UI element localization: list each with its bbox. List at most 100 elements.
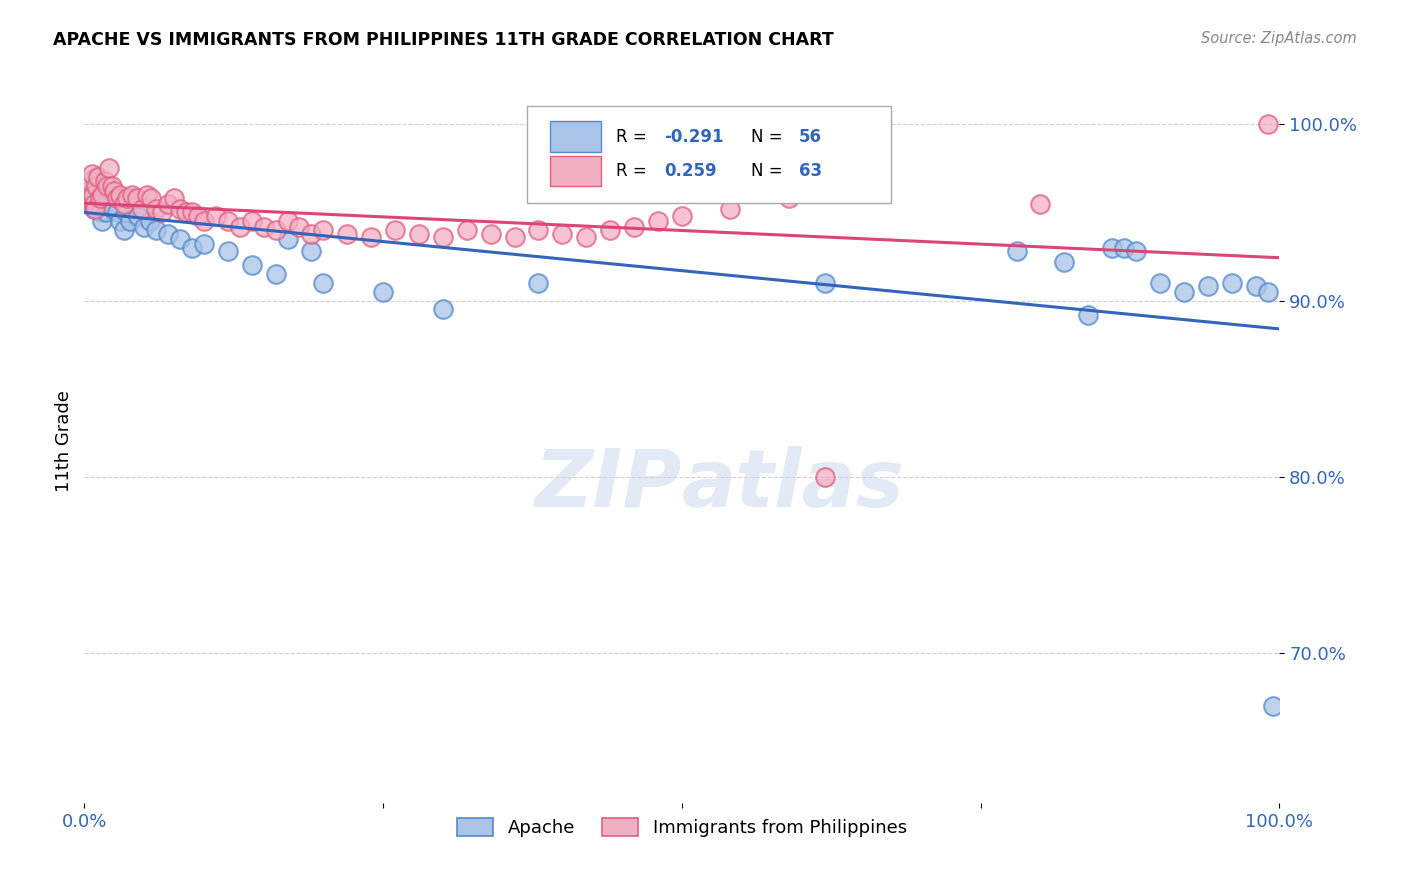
Point <box>157 196 180 211</box>
Point <box>80 167 103 181</box>
Point <box>89 196 111 211</box>
Point <box>145 202 167 216</box>
Point <box>1114 241 1136 255</box>
Text: -0.291: -0.291 <box>664 128 724 145</box>
Text: APACHE VS IMMIGRANTS FROM PHILIPPINES 11TH GRADE CORRELATION CHART: APACHE VS IMMIGRANTS FROM PHILIPPINES 11… <box>53 31 834 49</box>
Point <box>599 223 621 237</box>
Point <box>229 219 252 234</box>
Point <box>86 179 108 194</box>
Point <box>814 470 837 484</box>
FancyBboxPatch shape <box>551 156 600 186</box>
FancyBboxPatch shape <box>551 121 600 152</box>
Point <box>623 219 645 234</box>
Point <box>240 214 263 228</box>
Point <box>814 276 837 290</box>
Point <box>277 232 299 246</box>
Point <box>575 230 598 244</box>
Point <box>80 191 103 205</box>
Point <box>779 191 801 205</box>
Text: ZIP: ZIP <box>534 446 682 524</box>
Point <box>82 187 104 202</box>
Point <box>103 187 125 202</box>
Point <box>94 205 117 219</box>
Point <box>1077 308 1099 322</box>
Point <box>101 202 124 216</box>
Point <box>336 227 359 241</box>
Text: 63: 63 <box>799 161 823 179</box>
Point <box>1263 698 1285 713</box>
Point <box>84 179 107 194</box>
Point <box>110 214 132 228</box>
Point <box>503 230 526 244</box>
Point <box>718 202 741 216</box>
Text: Source: ZipAtlas.com: Source: ZipAtlas.com <box>1201 31 1357 46</box>
Point <box>240 258 263 272</box>
Point <box>432 230 454 244</box>
Point <box>1125 244 1147 259</box>
Point <box>1005 244 1028 259</box>
Point <box>181 205 204 219</box>
Point <box>193 237 215 252</box>
Point <box>277 214 299 228</box>
Point <box>127 209 149 223</box>
Point <box>97 191 120 205</box>
Point <box>103 184 125 198</box>
Point <box>217 244 239 259</box>
Point <box>360 230 382 244</box>
Y-axis label: 11th Grade: 11th Grade <box>55 391 73 492</box>
Point <box>163 191 186 205</box>
Point <box>157 227 180 241</box>
Point <box>1029 196 1052 211</box>
Point <box>77 191 100 205</box>
Point <box>181 241 204 255</box>
Point <box>89 191 111 205</box>
Point <box>112 196 135 211</box>
Point <box>527 223 550 237</box>
Point <box>373 285 395 299</box>
Point <box>288 219 311 234</box>
Point <box>551 227 574 241</box>
Point <box>384 223 406 237</box>
Point <box>105 205 128 219</box>
Point <box>135 187 157 202</box>
Point <box>312 276 335 290</box>
Point <box>217 214 239 228</box>
Text: 0.259: 0.259 <box>664 161 717 179</box>
Point <box>264 267 287 281</box>
Text: N =: N = <box>751 128 789 145</box>
Text: 56: 56 <box>799 128 823 145</box>
Point <box>1053 254 1076 268</box>
Point <box>79 182 101 196</box>
Point <box>301 227 323 241</box>
Point <box>1197 279 1219 293</box>
Point <box>86 170 108 185</box>
Point <box>77 187 100 202</box>
Point <box>312 223 335 237</box>
Point <box>121 191 143 205</box>
Point <box>98 161 121 176</box>
Point <box>91 187 114 202</box>
Point <box>1149 276 1171 290</box>
Point <box>1101 241 1123 255</box>
Point <box>100 196 122 211</box>
Point <box>93 187 115 202</box>
Point <box>82 196 104 211</box>
Point <box>479 227 502 241</box>
Point <box>105 191 128 205</box>
Point <box>1257 117 1279 131</box>
Text: R =: R = <box>616 128 652 145</box>
Point <box>205 209 228 223</box>
Point <box>86 170 108 185</box>
Point <box>79 174 101 188</box>
Point <box>115 205 138 219</box>
Point <box>169 202 191 216</box>
Point <box>671 209 693 223</box>
Point <box>118 214 141 228</box>
Point <box>647 214 669 228</box>
Point <box>86 174 108 188</box>
Point <box>87 187 110 202</box>
Point <box>131 202 153 216</box>
Point <box>432 302 454 317</box>
Point <box>150 205 173 219</box>
Point <box>187 209 209 223</box>
